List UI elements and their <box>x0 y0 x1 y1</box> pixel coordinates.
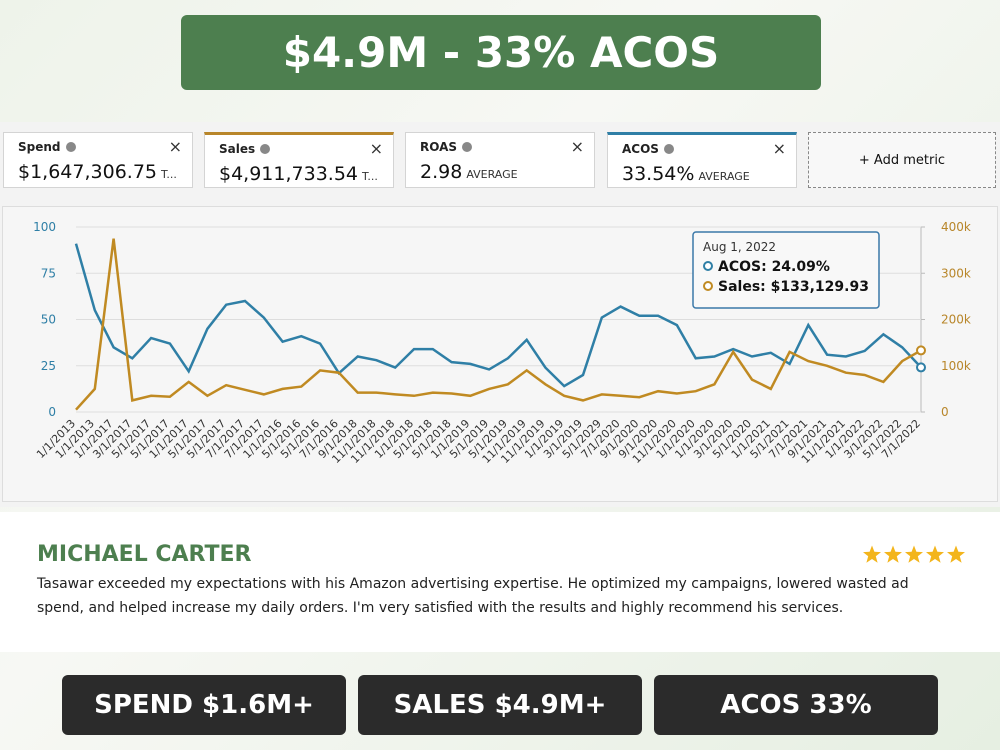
tooltip-marker <box>703 281 713 291</box>
stat-badge: SALES $4.9M+ <box>358 675 642 735</box>
metric-value: 33.54% AVERAGE <box>622 163 750 185</box>
info-icon <box>65 142 76 152</box>
close-icon[interactable]: × <box>772 139 786 158</box>
metric-label: Sales <box>219 142 271 156</box>
star <box>884 545 902 563</box>
star <box>863 545 881 563</box>
metric-label: Spend <box>18 140 76 154</box>
metric-suffix: AVERAGE <box>698 170 750 183</box>
review: MICHAEL CARTER Tasawar exceeded my expec… <box>0 512 1000 652</box>
y-tick-label: 100 <box>33 220 56 234</box>
info-icon <box>260 144 271 154</box>
stat-badge: ACOS 33% <box>654 675 938 735</box>
hover-point <box>916 345 926 356</box>
chart: 02550751000100k200k300k400k1/1/20131/1/2… <box>33 220 971 466</box>
info-icon <box>663 144 674 154</box>
y2-tick-label: 400k <box>941 220 971 234</box>
hover-point <box>916 362 926 373</box>
close-icon[interactable]: × <box>369 139 383 158</box>
close-icon[interactable]: × <box>570 137 584 156</box>
reviewer-name: MICHAEL CARTER <box>37 542 252 567</box>
metric-value-text: $4,911,733.54 <box>219 163 359 185</box>
metric-label-text: ROAS <box>420 140 458 154</box>
metric-value: $1,647,306.75 T... <box>18 161 177 183</box>
tooltip-marker <box>703 261 713 271</box>
star <box>905 545 923 563</box>
info-icon <box>462 142 473 152</box>
metric-card[interactable]: ROAS × 2.98 AVERAGE <box>405 132 595 188</box>
star <box>926 545 944 563</box>
tooltip-row: Sales: $133,129.93 <box>718 279 869 295</box>
tooltip-row: ACOS: 24.09% <box>718 259 830 275</box>
add-metric-button[interactable]: + Add metric <box>808 132 996 188</box>
metric-label: ACOS <box>622 142 674 156</box>
metric-suffix: T... <box>362 170 378 183</box>
review-text: Tasawar exceeded my expectations with hi… <box>37 576 909 616</box>
metric-suffix: AVERAGE <box>466 168 518 181</box>
rating-stars <box>863 545 965 563</box>
metric-label-text: Spend <box>18 140 61 154</box>
y2-tick-label: 100k <box>941 359 971 373</box>
metric-card[interactable]: Sales × $4,911,733.54 T... <box>204 132 394 188</box>
metric-card[interactable]: ACOS × 33.54% AVERAGE <box>607 132 797 188</box>
y2-tick-label: 300k <box>941 266 971 280</box>
metric-value: $4,911,733.54 T... <box>219 163 378 185</box>
metric-value-text: 2.98 <box>420 161 463 183</box>
metric-label-text: Sales <box>219 142 256 156</box>
tooltip: Aug 1, 2022 ACOS: 24.09% Sales: $133,129.9… <box>692 231 880 309</box>
metric-card[interactable]: Spend × $1,647,306.75 T... <box>3 132 193 188</box>
close-icon[interactable]: × <box>168 137 182 156</box>
tooltip-box <box>692 231 880 309</box>
series-line <box>74 243 922 388</box>
y-tick-label: 75 <box>41 266 56 280</box>
metric-value-text: 33.54% <box>622 163 695 185</box>
metric-value: 2.98 AVERAGE <box>420 161 518 183</box>
stat-badge: SPEND $1.6M+ <box>62 675 346 735</box>
y-tick-label: 25 <box>41 359 56 373</box>
y-tick-label: 50 <box>41 313 56 327</box>
series-line <box>75 238 922 411</box>
y2-tick-label: 0 <box>941 405 949 419</box>
y-tick-label: 0 <box>48 405 56 419</box>
y2-tick-label: 200k <box>941 313 971 327</box>
banner: $4.9M - 33% ACOS <box>181 15 821 90</box>
tooltip-title: Aug 1, 2022 <box>703 240 776 254</box>
metric-label: ROAS <box>420 140 473 154</box>
chart-box: 0 25 50 75 100 0 100k 200k 300k 400k 1/1/2013 1/1/2… <box>2 206 998 502</box>
dashboard-panel: Spend × $1,647,306.75 T... Sales × $4,911,733.… <box>0 122 1000 507</box>
star <box>947 545 965 563</box>
metric-suffix: T... <box>161 168 177 181</box>
metric-label-text: ACOS <box>622 142 659 156</box>
metric-value-text: $1,647,306.75 <box>18 161 158 183</box>
